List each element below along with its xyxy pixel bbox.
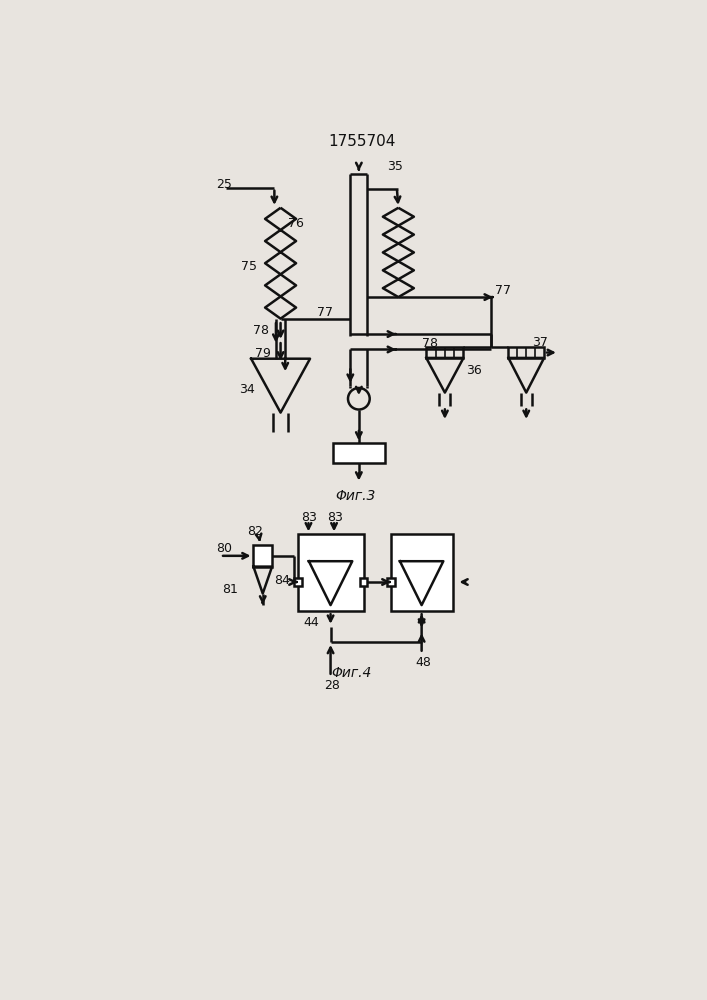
Text: Φиг.4: Φиг.4 <box>332 666 372 680</box>
Text: 1755704: 1755704 <box>328 134 396 149</box>
Bar <box>391 534 452 611</box>
Text: 35: 35 <box>387 160 402 173</box>
Text: 80: 80 <box>216 542 233 555</box>
Text: 37: 37 <box>532 336 547 349</box>
Text: 83: 83 <box>301 511 317 524</box>
Text: 78: 78 <box>253 324 269 337</box>
Text: 77: 77 <box>317 306 333 319</box>
Text: 84: 84 <box>274 574 291 587</box>
Bar <box>298 534 363 611</box>
Text: Φиг.3: Φиг.3 <box>336 489 376 503</box>
Bar <box>508 347 544 358</box>
Text: 44: 44 <box>304 616 320 629</box>
Text: 78: 78 <box>421 337 438 350</box>
Bar <box>360 578 368 586</box>
Bar <box>293 578 301 586</box>
Text: 25: 25 <box>216 178 232 191</box>
Text: 82: 82 <box>247 525 263 538</box>
Bar <box>332 443 385 463</box>
Bar <box>426 347 464 358</box>
Text: 79: 79 <box>255 347 271 360</box>
Text: 81: 81 <box>223 583 238 596</box>
Text: 48: 48 <box>416 656 431 669</box>
Text: 83: 83 <box>327 511 343 524</box>
Bar <box>253 545 272 567</box>
Text: 75: 75 <box>241 260 257 273</box>
Text: 34: 34 <box>240 383 255 396</box>
Text: 76: 76 <box>288 217 304 230</box>
Text: 77: 77 <box>495 284 511 297</box>
Text: 36: 36 <box>467 364 482 377</box>
Text: 28: 28 <box>325 679 340 692</box>
Bar <box>387 578 395 586</box>
